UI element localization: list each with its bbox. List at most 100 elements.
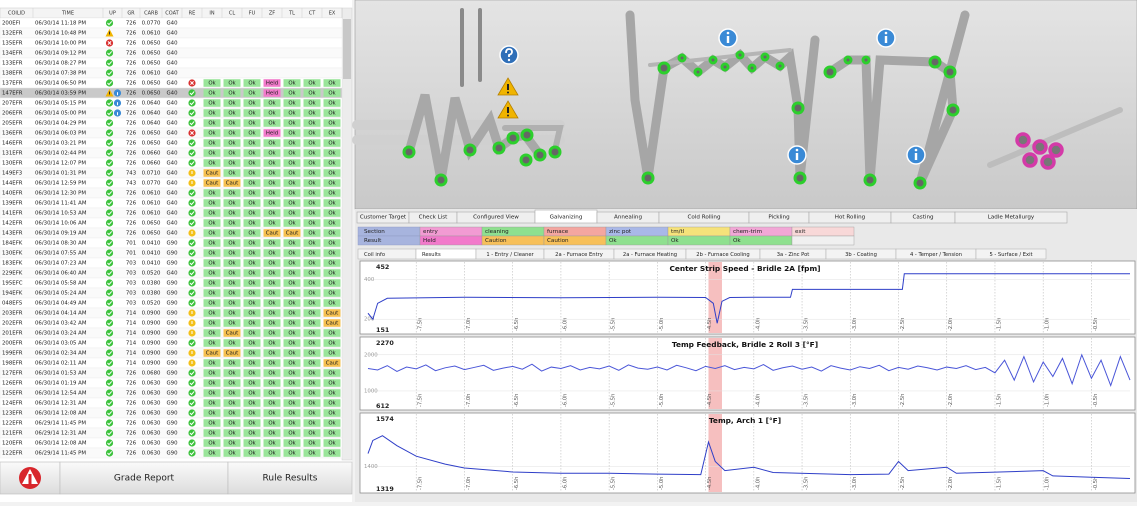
cell-text: 06/29/14 12:31 AM — [35, 431, 87, 437]
subtab-label[interactable]: 4 - Temper / Tension — [910, 252, 962, 258]
cell-text: 201EFR — [2, 331, 23, 337]
status-text: Ok — [228, 211, 236, 217]
status-text: Ok — [208, 421, 216, 427]
status-icon — [188, 259, 195, 266]
tab-label[interactable]: Configured View — [473, 215, 519, 221]
status-text: Ok — [288, 351, 296, 357]
cell-text: 0.0680 — [142, 371, 161, 377]
status-text: Ok — [328, 351, 336, 357]
button-label[interactable]: Grade Report — [114, 474, 175, 484]
cell-text: G90 — [166, 321, 178, 327]
chart-title: Temp, Arch 1 [°F] — [709, 416, 781, 425]
cell-text: 726 — [126, 141, 137, 147]
status-icon — [106, 449, 113, 456]
status-text: Ok — [208, 141, 216, 147]
status-text: Ok — [328, 291, 336, 297]
status-text: Ok — [308, 311, 316, 317]
status-icon — [109, 32, 110, 35]
status-text: Ok — [308, 221, 316, 227]
tab-label[interactable]: Cold Rolling — [687, 215, 720, 221]
cell-text: 122EFR — [2, 451, 23, 457]
status-text: Ok — [328, 281, 336, 287]
cell-text: 726 — [126, 371, 137, 377]
status-icon — [106, 209, 113, 216]
section-name: tm/tl — [671, 229, 685, 235]
tab-label[interactable]: Customer Target — [360, 215, 407, 221]
status-icon — [106, 279, 113, 286]
x-tick-label: -5.5h — [611, 477, 617, 490]
cell-text: 726 — [126, 431, 137, 437]
status-icon — [188, 189, 195, 196]
status-text: Ok — [288, 331, 296, 337]
status-text: Ok — [268, 281, 276, 287]
subtab-label[interactable]: Coil info — [364, 252, 385, 258]
tab-label[interactable]: Galvanizing — [550, 215, 583, 221]
section-name: furnace — [547, 229, 569, 235]
status-text: Ok — [208, 301, 216, 307]
status-text: Ok — [308, 241, 316, 247]
status-icon — [106, 439, 113, 446]
tab-label[interactable]: Pickling — [768, 215, 790, 221]
cell-text: G40 — [166, 141, 178, 147]
line-3d-view — [355, 0, 1137, 209]
status-text: Ok — [248, 251, 256, 257]
cell-text: 06/30/14 05:00 PM — [35, 111, 86, 117]
tab-label[interactable]: Annealing — [614, 215, 642, 221]
button-label[interactable]: Rule Results — [263, 474, 318, 484]
status-text: Ok — [268, 121, 276, 127]
status-icon — [106, 59, 113, 66]
cell-text: 714 — [126, 351, 137, 357]
status-text: Ok — [328, 411, 336, 417]
column-header: CT — [309, 11, 316, 17]
cell-text: 142EFR — [2, 221, 23, 227]
subtab-label[interactable]: 2a - Furnace Heating — [623, 252, 677, 258]
subtab-label[interactable]: 3a - Zinc Pot — [777, 252, 810, 258]
status-text: Ok — [268, 161, 276, 167]
x-tick-label: -4.5h — [707, 394, 713, 407]
subtab-label[interactable]: 5 - Surface / Exit — [989, 252, 1032, 258]
subtab-label[interactable]: Results — [422, 252, 441, 258]
status-text: Ok — [248, 211, 256, 217]
x-tick-label: -5.5h — [611, 318, 617, 331]
tab-label[interactable]: Ladle Metallurgy — [988, 215, 1035, 221]
subtab-label[interactable]: 2b - Furnace Cooling — [696, 252, 749, 258]
status-text: Ok — [228, 381, 236, 387]
status-text: Ok — [268, 421, 276, 427]
status-text: Ok — [268, 181, 276, 187]
scrollbar-thumb[interactable] — [343, 19, 351, 79]
status-icon — [106, 429, 113, 436]
tab-label[interactable]: Hot Rolling — [835, 215, 866, 221]
cell-text: 703 — [126, 291, 136, 297]
tab-label[interactable]: Casting — [912, 215, 934, 221]
cell-text: 0.0410 — [142, 251, 161, 257]
subtab-label[interactable]: 3b - Coating — [845, 252, 877, 258]
status-text: Ok — [248, 261, 256, 267]
status-icon — [117, 102, 118, 105]
status-text: Ok — [268, 191, 276, 197]
cell-text: 0.0650 — [142, 61, 161, 67]
cell-text: G90 — [166, 361, 178, 367]
x-tick-label: -6.0h — [562, 477, 568, 490]
status-text: Ok — [288, 431, 296, 437]
x-tick-label: -1.0h — [1045, 477, 1051, 490]
cell-text: G40 — [166, 211, 178, 217]
cell-text: G40 — [166, 31, 178, 37]
cell-text: 0.0900 — [142, 341, 161, 347]
status-text: Ok — [228, 141, 236, 147]
cell-text: G90 — [166, 301, 178, 307]
subtab-label[interactable]: 2a - Furnace Entry — [555, 252, 603, 258]
status-text: Ok — [228, 101, 236, 107]
subtab-label[interactable]: 1 - Entry / Cleaner — [486, 252, 534, 258]
status-text: Ok — [328, 191, 336, 197]
status-text: Ok — [288, 361, 296, 367]
status-text: Ok — [208, 81, 216, 87]
cell-text: 726 — [126, 91, 137, 97]
status-text: Caut — [286, 231, 299, 237]
tab-label[interactable]: Check List — [419, 215, 449, 221]
status-text: Ok — [268, 451, 276, 457]
cell-text: 137EFR — [2, 81, 23, 87]
status-text: Ok — [248, 221, 256, 227]
status-text: Ok — [268, 381, 276, 387]
status-text: Ok — [248, 271, 256, 277]
status-icon — [106, 119, 113, 126]
